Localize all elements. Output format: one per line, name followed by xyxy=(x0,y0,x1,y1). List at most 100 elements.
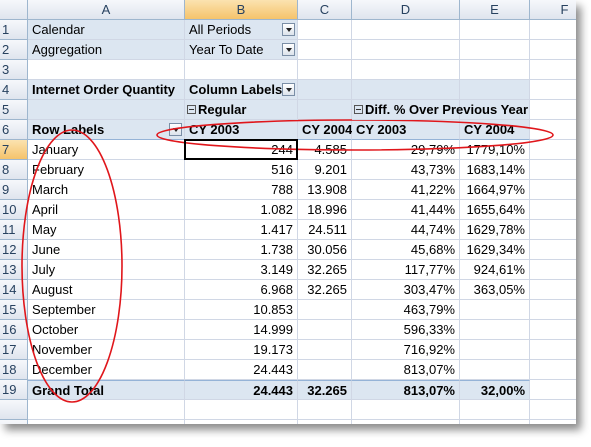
cell[interactable]: March xyxy=(28,180,185,200)
cell[interactable] xyxy=(298,320,352,340)
cell[interactable] xyxy=(460,360,530,380)
cell[interactable]: Internet Order Quantity xyxy=(28,80,185,100)
cell[interactable] xyxy=(28,60,185,80)
column-header[interactable]: A xyxy=(28,0,185,20)
cell[interactable]: 363,05% xyxy=(460,280,530,300)
cell[interactable]: 788 xyxy=(185,180,298,200)
row-header[interactable]: 10 xyxy=(0,200,28,220)
cell[interactable] xyxy=(530,60,576,80)
cell[interactable]: 1655,64% xyxy=(460,200,530,220)
cell[interactable]: June xyxy=(28,240,185,260)
cell[interactable]: CY 2003 xyxy=(185,120,298,140)
row-header[interactable]: 4 xyxy=(0,80,28,100)
filter-button[interactable] xyxy=(282,43,295,56)
cell[interactable] xyxy=(460,320,530,340)
cell[interactable]: 924,61% xyxy=(460,260,530,280)
cell[interactable]: Regular xyxy=(185,100,298,120)
row-header[interactable]: 13 xyxy=(0,260,28,280)
cell[interactable] xyxy=(530,260,576,280)
cell[interactable] xyxy=(185,420,298,424)
dropdown-button[interactable] xyxy=(169,123,182,136)
cell[interactable] xyxy=(460,60,530,80)
row-header[interactable]: 15 xyxy=(0,300,28,320)
cell[interactable]: Column Labels xyxy=(185,80,298,100)
row-header[interactable]: 19 xyxy=(0,380,28,400)
cell[interactable] xyxy=(352,420,460,424)
cell[interactable] xyxy=(28,100,185,120)
cell[interactable]: 1.082 xyxy=(185,200,298,220)
cell[interactable]: 1629,34% xyxy=(460,240,530,260)
cell[interactable] xyxy=(298,360,352,380)
cell[interactable] xyxy=(185,400,298,420)
cell[interactable]: November xyxy=(28,340,185,360)
cell[interactable] xyxy=(530,200,576,220)
cell[interactable]: 813,07% xyxy=(352,360,460,380)
cell[interactable]: May xyxy=(28,220,185,240)
row-header[interactable]: 7 xyxy=(0,140,28,160)
cell[interactable]: 32,00% xyxy=(460,380,530,400)
row-header[interactable]: 14 xyxy=(0,280,28,300)
cell[interactable] xyxy=(298,300,352,320)
cell[interactable]: 10.853 xyxy=(185,300,298,320)
cell[interactable]: 32.265 xyxy=(298,280,352,300)
cell[interactable] xyxy=(28,400,185,420)
column-header[interactable]: C xyxy=(298,0,352,20)
cell[interactable]: December xyxy=(28,360,185,380)
row-header[interactable]: 8 xyxy=(0,160,28,180)
cell[interactable]: Aggregation xyxy=(28,40,185,60)
cell[interactable]: 32.265 xyxy=(298,260,352,280)
cell[interactable] xyxy=(298,60,352,80)
cell[interactable]: September xyxy=(28,300,185,320)
collapse-icon[interactable] xyxy=(354,105,363,114)
cell[interactable]: 596,33% xyxy=(352,320,460,340)
cell[interactable]: 45,68% xyxy=(352,240,460,260)
cell[interactable]: Calendar xyxy=(28,20,185,40)
cell[interactable] xyxy=(530,120,576,140)
cell[interactable]: 303,47% xyxy=(352,280,460,300)
cell[interactable]: Grand Total xyxy=(28,380,185,400)
cell[interactable] xyxy=(185,60,298,80)
cell[interactable] xyxy=(352,60,460,80)
cell[interactable]: 43,73% xyxy=(352,160,460,180)
cell[interactable]: 1779,10% xyxy=(460,140,530,160)
cell[interactable]: 716,92% xyxy=(352,340,460,360)
cell[interactable] xyxy=(298,20,352,40)
cell[interactable]: 1664,97% xyxy=(460,180,530,200)
row-header[interactable]: 16 xyxy=(0,320,28,340)
row-header[interactable]: 18 xyxy=(0,360,28,380)
filter-button[interactable] xyxy=(282,83,295,96)
cell[interactable] xyxy=(460,40,530,60)
row-header[interactable]: 11 xyxy=(0,220,28,240)
row-header[interactable]: 3 xyxy=(0,60,28,80)
cell[interactable] xyxy=(298,400,352,420)
row-header[interactable]: 5 xyxy=(0,100,28,120)
cell[interactable]: 6.968 xyxy=(185,280,298,300)
cell[interactable]: 813,07% xyxy=(352,380,460,400)
column-header[interactable]: E xyxy=(460,0,530,20)
cell[interactable] xyxy=(530,100,576,120)
cell[interactable] xyxy=(530,380,576,400)
cell[interactable]: October xyxy=(28,320,185,340)
cell[interactable]: 18.996 xyxy=(298,200,352,220)
cell[interactable]: 30.056 xyxy=(298,240,352,260)
cell[interactable]: 1.417 xyxy=(185,220,298,240)
cell[interactable]: 117,77% xyxy=(352,260,460,280)
cell[interactable]: Row Labels xyxy=(28,120,185,140)
cell[interactable] xyxy=(460,340,530,360)
column-header[interactable]: F xyxy=(530,0,576,20)
cell[interactable] xyxy=(530,360,576,380)
cell[interactable] xyxy=(298,40,352,60)
cell[interactable] xyxy=(530,340,576,360)
cell[interactable]: All Periods xyxy=(185,20,298,40)
cell[interactable] xyxy=(298,100,352,120)
cell[interactable]: 41,22% xyxy=(352,180,460,200)
cell[interactable]: 24.443 xyxy=(185,360,298,380)
cell[interactable] xyxy=(530,140,576,160)
row-header[interactable]: 12 xyxy=(0,240,28,260)
cell[interactable] xyxy=(530,160,576,180)
cell[interactable]: CY 2004 xyxy=(298,120,352,140)
cell[interactable]: 32.265 xyxy=(298,380,352,400)
cell[interactable] xyxy=(530,180,576,200)
cell[interactable]: April xyxy=(28,200,185,220)
cell[interactable] xyxy=(298,340,352,360)
